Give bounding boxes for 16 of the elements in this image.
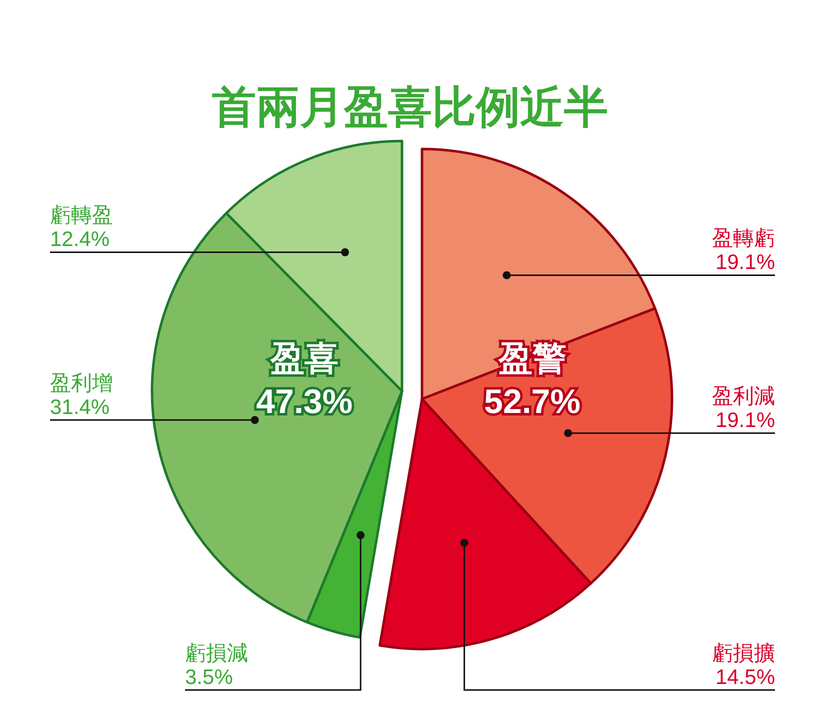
slice-label: 虧轉盈 bbox=[50, 204, 113, 228]
data-label: 31.4% bbox=[50, 396, 110, 420]
slice-label: 盈利增 bbox=[50, 372, 113, 396]
data-label: 14.5% bbox=[715, 666, 775, 689]
chart-title: 首兩月盈喜比例近半 bbox=[212, 83, 608, 132]
data-label: 19.1% bbox=[715, 251, 775, 274]
data-label: 3.5% bbox=[185, 666, 233, 689]
text: 52.7% bbox=[484, 383, 580, 421]
slice-label: 虧損減 bbox=[185, 642, 248, 665]
text: 47.3% bbox=[256, 383, 353, 421]
data-label: 12.4% bbox=[50, 228, 110, 252]
slice-label: 虧損擴 bbox=[712, 642, 775, 665]
slice-label: 盈利減 bbox=[712, 385, 775, 408]
data-label: 19.1% bbox=[715, 409, 775, 432]
slice-label: 盈轉虧 bbox=[712, 227, 775, 250]
text: 盈喜 bbox=[269, 340, 338, 378]
